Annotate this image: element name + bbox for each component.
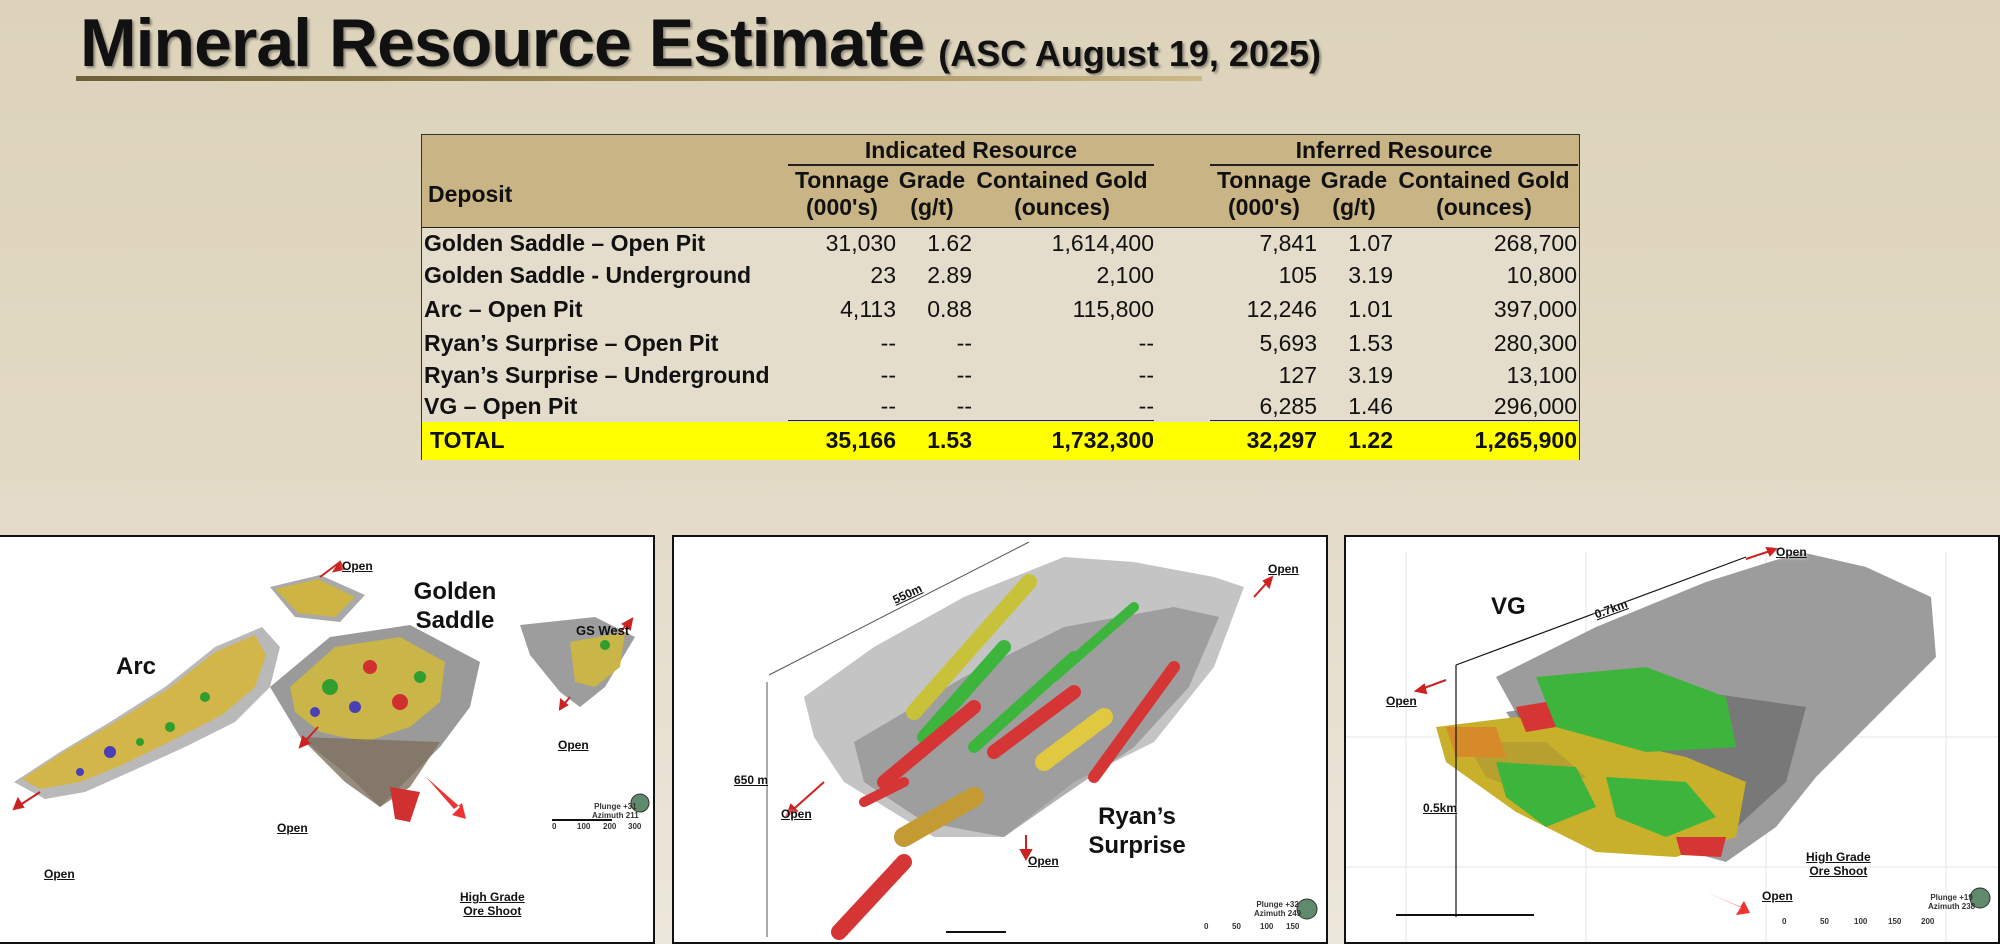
scale-tick: 200 — [1921, 917, 1935, 926]
col-header: Grade (g/t) — [898, 167, 966, 220]
open-label: Open — [1776, 545, 1807, 559]
header-divider — [422, 227, 1579, 228]
open-label: Open — [342, 559, 373, 573]
scale-tick: 0 — [552, 822, 557, 831]
indicated-header-rule — [788, 164, 1154, 166]
resource-table: Indicated Resource Inferred Resource Dep… — [421, 134, 1580, 460]
inferred-total-rule — [1210, 420, 1578, 421]
table-header-band — [422, 135, 1579, 228]
dimension-depth-label: 650 m — [734, 773, 769, 787]
scale-tick: 100 — [577, 822, 591, 831]
inferred-header-rule — [1210, 164, 1578, 166]
plunge-azimuth-label: Plunge +19 Azimuth 238 — [1928, 893, 1976, 911]
scale-tick: 100 — [1854, 917, 1868, 926]
indicated-group-header: Indicated Resource — [864, 137, 1078, 163]
total-label: TOTAL — [430, 427, 505, 453]
scale-tick: 300 — [628, 822, 642, 831]
inferred-group-header: Inferred Resource — [1295, 137, 1493, 163]
title-main: Mineral Resource Estimate — [80, 5, 925, 81]
scale-tick: 100 — [1260, 922, 1274, 931]
open-label: Open — [277, 821, 308, 835]
golden-saddle-deposit-label: Golden Saddle — [413, 578, 497, 634]
gs-west-label: GS West — [576, 623, 630, 638]
open-label: Open — [1268, 562, 1299, 576]
total-row — [422, 422, 1579, 460]
scale-tick: 0 — [1782, 917, 1787, 926]
arc-golden-saddle-model: Arc Golden Saddle GS West Open Open Open … — [0, 535, 655, 944]
scale-tick: 0 — [1204, 922, 1209, 931]
dimension-depth-label: 0.5km — [1423, 801, 1458, 815]
scale-tick: 150 — [1888, 917, 1902, 926]
open-label: Open — [44, 867, 75, 881]
scale-tick: 150 — [1286, 922, 1300, 931]
high-grade-ore-shoot-label: High Grade Ore Shoot — [1806, 850, 1871, 878]
deposit-header: Deposit — [428, 181, 513, 207]
col-header: Contained Gold (ounces) — [1398, 167, 1570, 220]
col-header: Contained Gold (ounces) — [976, 167, 1148, 220]
col-header: Tonnage (000's) — [1216, 167, 1312, 220]
high-grade-ore-shoot-label: High Grade Ore Shoot — [460, 890, 525, 918]
col-header: Grade (g/t) — [1320, 167, 1388, 220]
scale-tick: 50 — [1232, 922, 1241, 931]
vg-deposit-label: VG — [1491, 593, 1526, 620]
open-label: Open — [781, 807, 812, 821]
arc-deposit-label: Arc — [116, 653, 157, 680]
scale-tick: 50 — [1820, 917, 1829, 926]
arc-golden-saddle-3d-model — [12, 560, 650, 822]
plunge-azimuth-label: Plunge +32 Azimuth 249 — [1254, 900, 1302, 918]
indicated-total-rule — [788, 420, 1154, 421]
plunge-azimuth-label: Plunge +31 Azimuth 211 — [592, 802, 639, 820]
scale-tick: 200 — [603, 822, 617, 831]
col-header: Tonnage (000's) — [794, 167, 890, 220]
ryans-surprise-model: 550m 650 m Ryan’s Surprise Open Open Open… — [672, 535, 1328, 944]
ryans-surprise-deposit-label: Ryan’s Surprise — [1088, 803, 1186, 859]
open-label: Open — [558, 738, 589, 752]
slide-title: Mineral Resource Estimate (ASC August 19,… — [80, 4, 1321, 82]
vg-3d-model — [1346, 546, 1998, 942]
ryans-surprise-3d-model — [766, 541, 1318, 940]
open-label: Open — [1762, 889, 1793, 903]
open-label: Open — [1028, 854, 1059, 868]
title-underline — [76, 76, 1202, 81]
vg-model: VG 0.7km 0.5km Open Open Open High Grade… — [1344, 535, 2000, 944]
open-label: Open — [1386, 694, 1417, 708]
title-subtitle: (ASC August 19, 2025) — [938, 33, 1321, 74]
